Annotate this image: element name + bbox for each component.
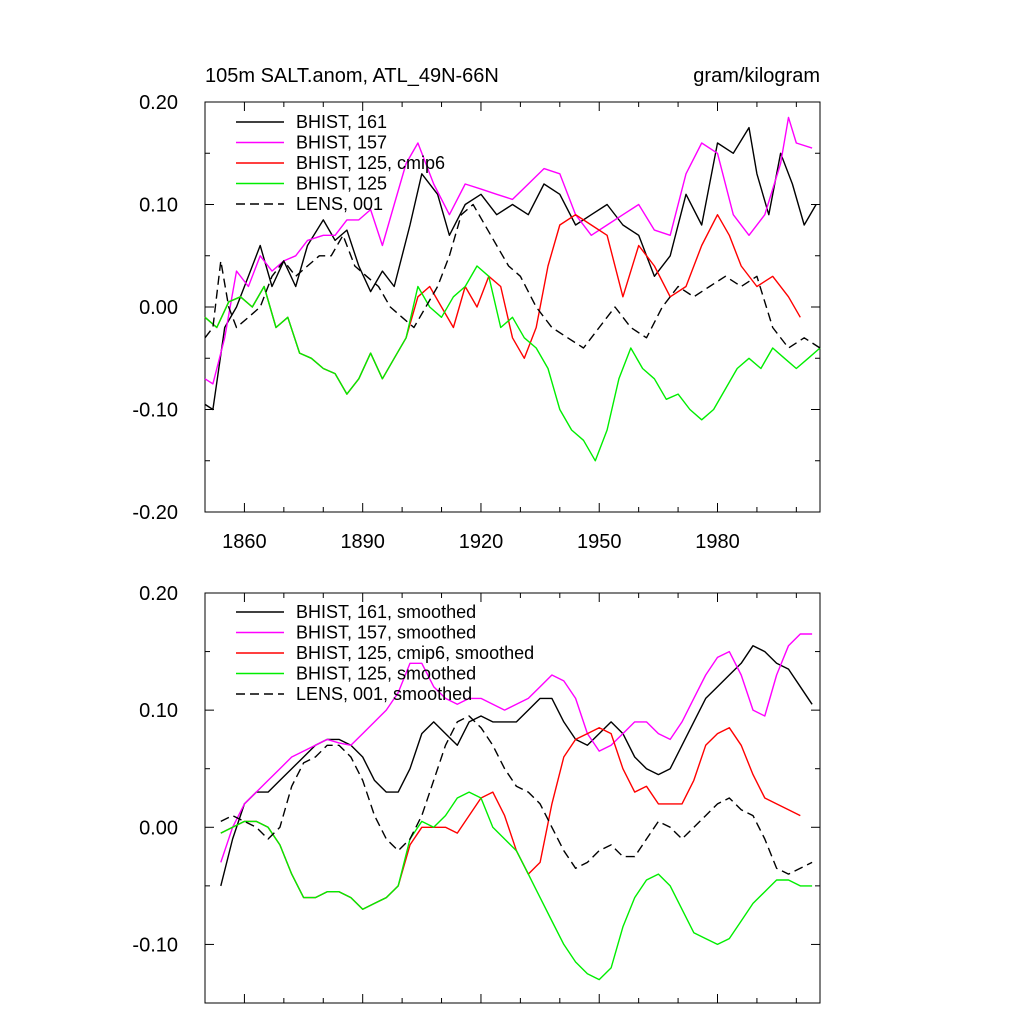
series-line-lens-001-smoothed <box>220 715 813 875</box>
x-tick-label: 1980 <box>695 531 740 553</box>
series-line-bhist-125-cmip6 <box>204 213 801 395</box>
y-tick-label: -0.10 <box>132 400 178 422</box>
series-line-bhist-125 <box>204 265 821 462</box>
series-line-lens-001 <box>204 203 821 349</box>
y-tick-label: 0.20 <box>139 92 178 114</box>
plot-frame-2 <box>204 592 821 1004</box>
x-tick-label: 1860 <box>222 531 267 553</box>
legend-label: BHIST, 125, smoothed <box>296 664 476 684</box>
series-line-bhist-157 <box>204 116 813 385</box>
x-tick-label: 1920 <box>459 531 504 553</box>
series-line-bhist-125-cmip6-smoothed <box>220 727 801 910</box>
legend-label: BHIST, 161, smoothed <box>296 602 476 622</box>
y-tick-label: 0.00 <box>139 817 178 839</box>
y-tick-label: 0.20 <box>139 583 178 605</box>
chart-title-left: 105m SALT.anom, ATL_49N-66N <box>205 65 499 87</box>
series-line-bhist-157-smoothed <box>220 633 813 863</box>
x-tick-label: 1890 <box>340 531 385 553</box>
x-tick-label: 1950 <box>577 531 622 553</box>
series-line-bhist-161 <box>204 126 817 411</box>
legend-label: BHIST, 161 <box>296 112 387 132</box>
y-tick-label: -0.10 <box>132 934 178 956</box>
legend-label: LENS, 001, smoothed <box>296 684 472 704</box>
legend-label: BHIST, 125 <box>296 174 387 194</box>
series-line-bhist-125-smoothed <box>220 791 813 981</box>
legend-label: BHIST, 157 <box>296 133 387 153</box>
legend-label: LENS, 001 <box>296 194 383 214</box>
legend-label: BHIST, 157, smoothed <box>296 623 476 643</box>
legend-label: BHIST, 125, cmip6 <box>296 153 445 173</box>
y-tick-label: -0.20 <box>132 502 178 524</box>
chart-title-right: gram/kilogram <box>693 65 820 87</box>
y-tick-label: 0.00 <box>139 297 178 319</box>
legend-label: BHIST, 125, cmip6, smoothed <box>296 643 534 663</box>
y-tick-label: 0.10 <box>139 195 178 217</box>
y-tick-label: 0.10 <box>139 700 178 722</box>
